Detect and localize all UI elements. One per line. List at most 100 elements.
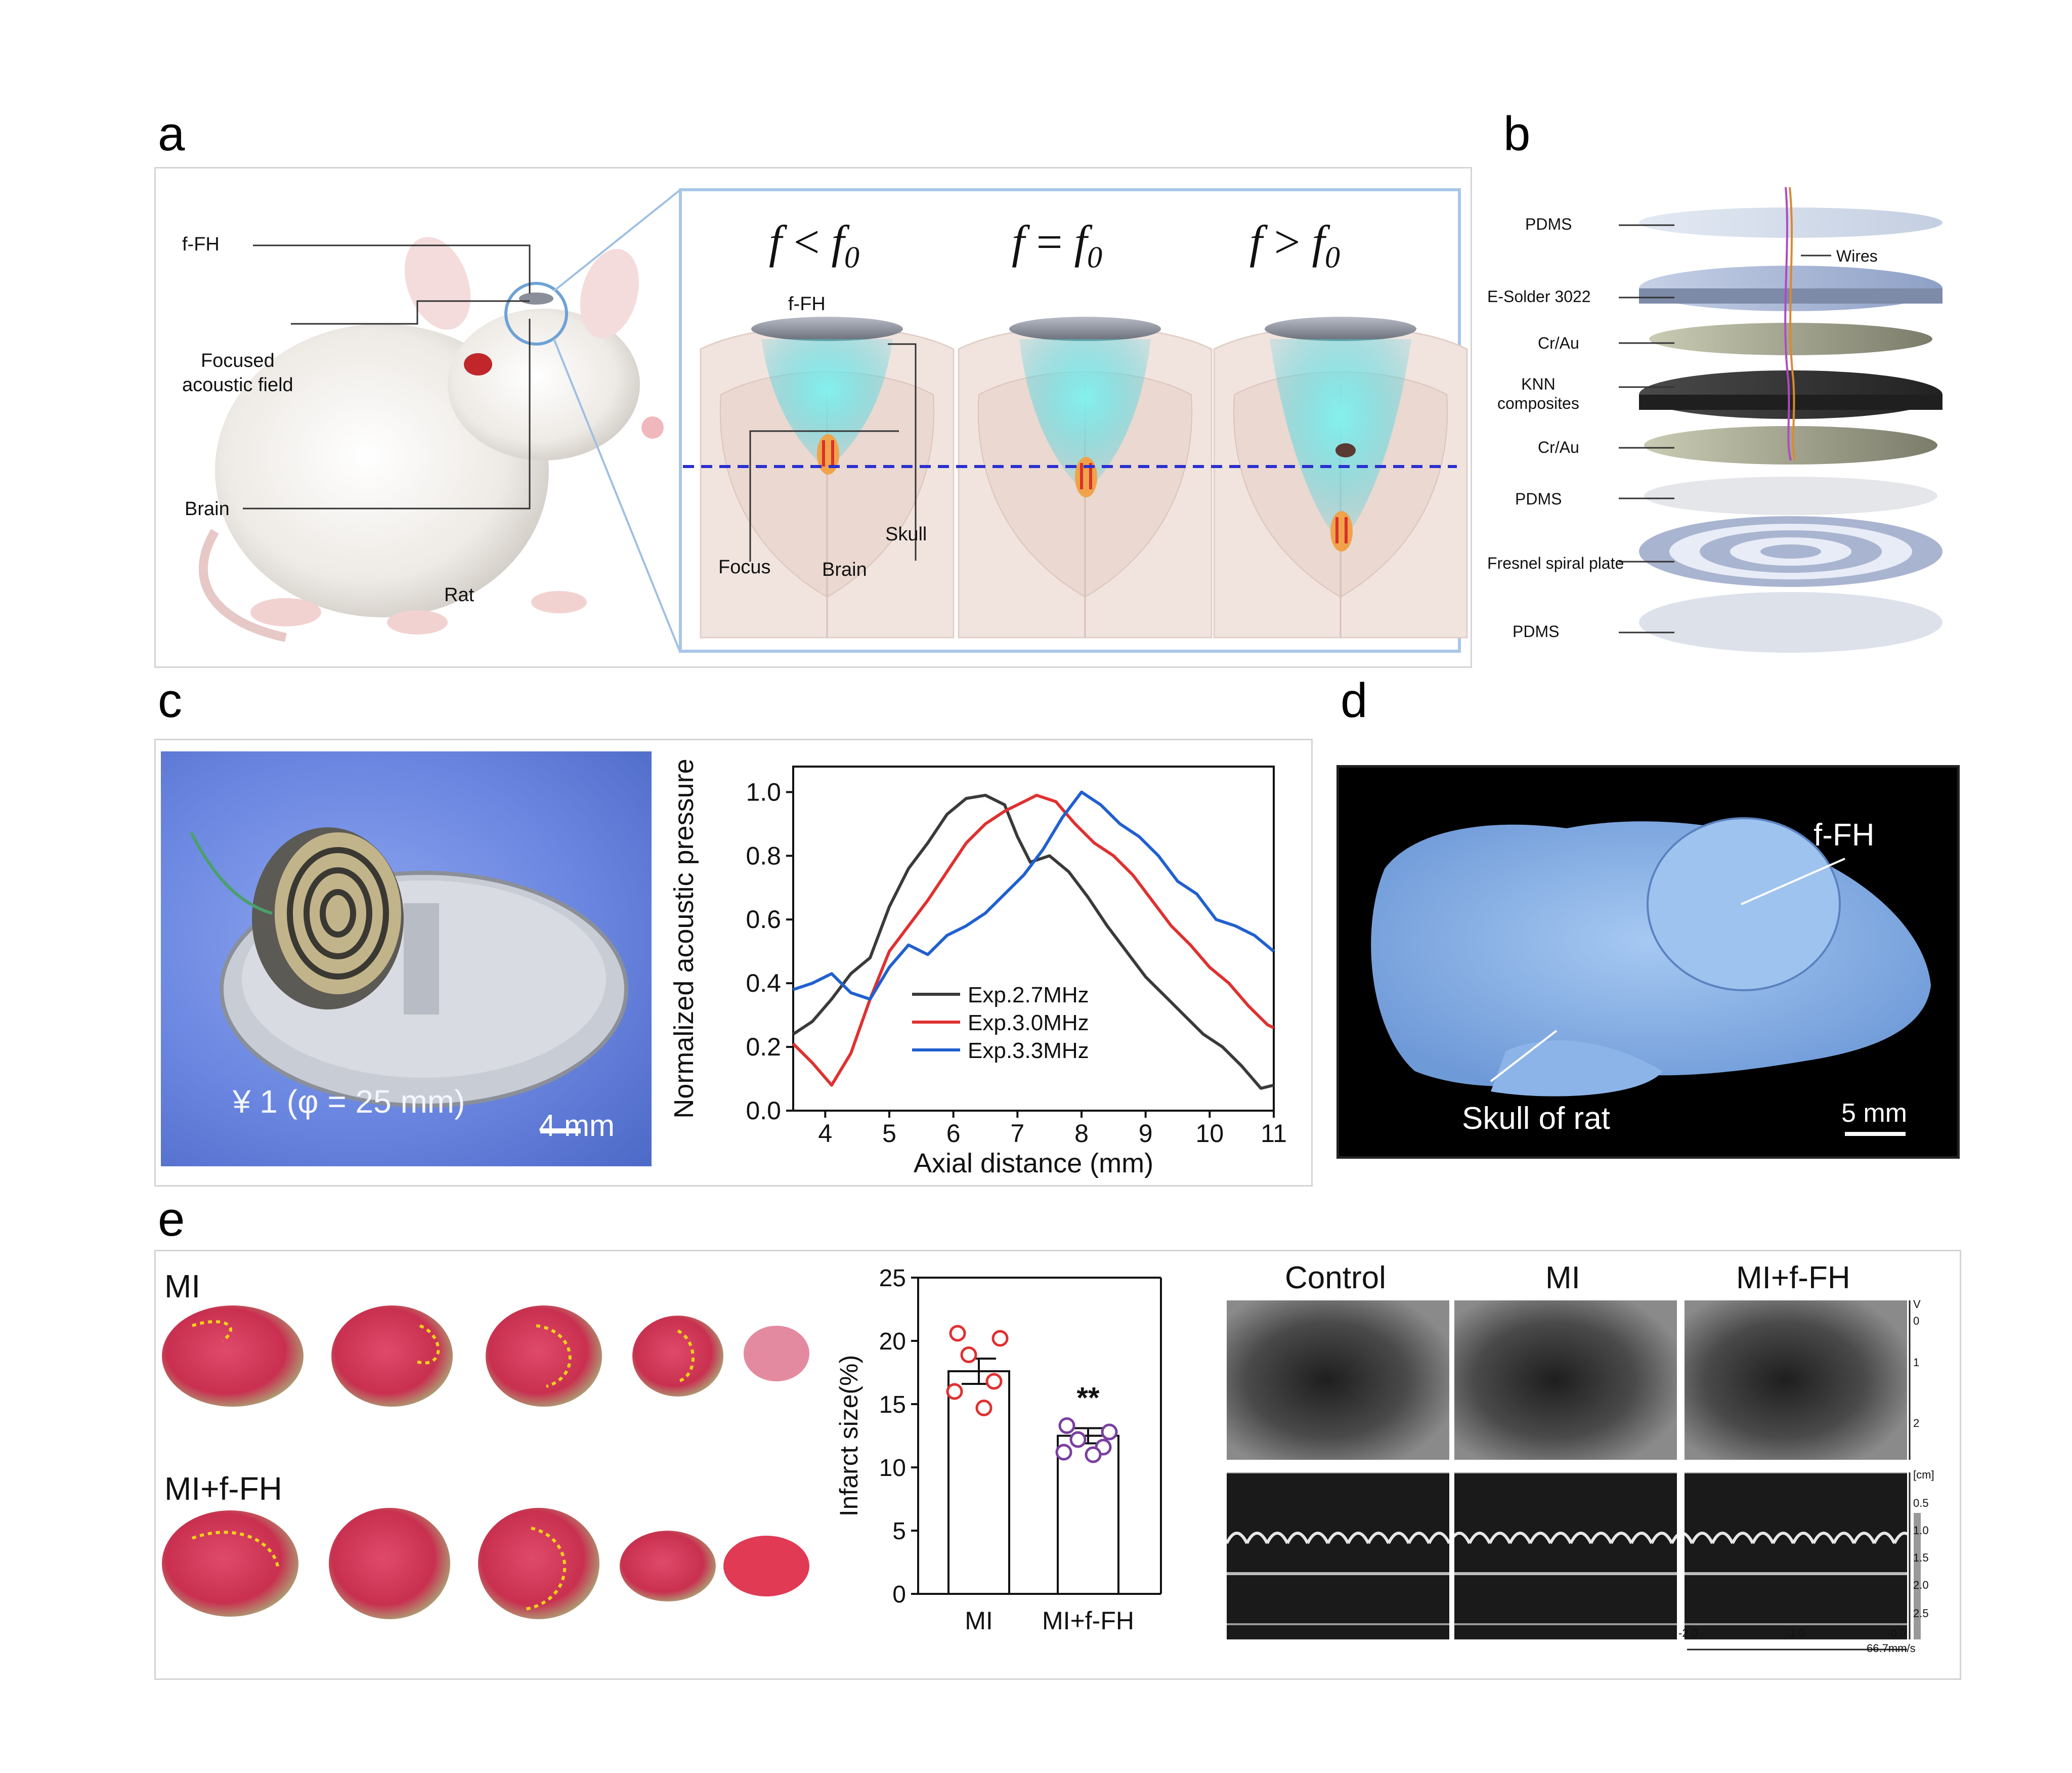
layer-label-pdms-bottom: PDMS (1513, 622, 1560, 641)
brain-section-2 (958, 317, 1213, 639)
layer-label-crau-1: Cr/Au (1538, 334, 1579, 352)
echo-mode-tick-3: 1.5 (1913, 1551, 1929, 1564)
x-tick-label: 9 (1139, 1119, 1153, 1148)
mi-slices (162, 1305, 809, 1407)
wires-label: Wires (1836, 247, 1878, 265)
y-tick-label: 10 (879, 1455, 906, 1482)
echo-mode-tick-1: 0.5 (1913, 1497, 1929, 1509)
panel-b-layer-stack (1619, 187, 1942, 653)
brain-section-1 (700, 317, 955, 639)
label-focused-acoustic-field: Focused acoustic field (182, 349, 293, 397)
data-point (1101, 1423, 1118, 1441)
y-axis-label: Normalized acoustic pressure (669, 758, 699, 1118)
series-line-0 (792, 793, 1274, 1090)
data-point (1055, 1444, 1072, 1461)
echo-title-mi-ffh: MI+f-FH (1736, 1260, 1850, 1295)
fresnel-spiral-plate (1639, 516, 1942, 587)
layer-label-e-solder: E-Solder 3022 (1487, 287, 1591, 306)
x-tick-label: 8 (1074, 1119, 1089, 1148)
layer-label-pdms-top: PDMS (1525, 215, 1572, 233)
rat-illustration (198, 237, 664, 642)
label-brain: Brain (185, 498, 230, 520)
label-focused-line2: acoustic field (182, 374, 293, 396)
layer-label-fresnel: Fresnel spiral plate (1487, 554, 1624, 572)
echo-images (1227, 1300, 1921, 1651)
echo-depth-tick-1: 1 (1913, 1356, 1920, 1369)
data-point (985, 1373, 1003, 1390)
echo-speed: 66.7mm/s (1867, 1642, 1916, 1655)
y-tick-label: 0 (892, 1581, 906, 1608)
data-point (991, 1330, 1009, 1347)
y-tick-label: 1.0 (746, 778, 781, 806)
echo-mode-tick-4: 2.0 (1913, 1579, 1929, 1591)
panel-label-d: d (1341, 673, 1368, 728)
echo-mode-tick-0: [cm] (1913, 1468, 1934, 1481)
series-line-1 (792, 793, 1275, 1087)
echo-title-control: Control (1285, 1260, 1386, 1295)
panel-label-c: c (158, 673, 182, 728)
x-axis-label: Axial distance (mm) (914, 1148, 1153, 1178)
inset-label-skull: Skull (885, 524, 927, 545)
label-ffh: f-FH (182, 234, 220, 255)
data-point (1058, 1417, 1075, 1434)
inset-label-focus: Focus (718, 557, 771, 578)
y-tick-label: 25 (879, 1265, 906, 1292)
x-tick-label: 5 (882, 1119, 896, 1148)
echo-time-tick-1: -1.0 (1786, 1627, 1805, 1639)
data-point (975, 1400, 992, 1416)
data-point (1085, 1446, 1102, 1463)
inset-label-brain: Brain (822, 559, 867, 580)
echo-time-tick-0: -2.0 (1678, 1627, 1698, 1639)
echo-depth-tick-0: 0 (1913, 1315, 1920, 1327)
y-tick-label: 0.8 (746, 841, 781, 870)
skull-ct-render (1336, 765, 1960, 1159)
y-tick-label: 0.4 (746, 969, 781, 997)
heart-slices (162, 1305, 809, 1619)
plot-frame (792, 766, 1275, 1112)
data-point (949, 1325, 966, 1342)
condition-f-equal-f0: f = f0 (1012, 216, 1103, 274)
skull-rendering (1371, 817, 1931, 1136)
y-tick-label: 15 (879, 1391, 906, 1418)
mi-ffh-slices (162, 1508, 809, 1619)
infarct-size-chart: 0 5 10 15 20 25 Infarct size(%) MI MI+f-FH ** (835, 1265, 1162, 1635)
y-tick-label: 5 (892, 1518, 906, 1545)
inset-label-ffh: f-FH (788, 293, 826, 315)
y-tick-label: 0.0 (746, 1096, 781, 1125)
ct-label-skull: Skull of rat (1462, 1101, 1610, 1136)
x-tick-label: MI+f-FH (1042, 1607, 1134, 1635)
echo-depth-tick-2: 2 (1913, 1417, 1920, 1429)
panel-label-e: e (158, 1192, 185, 1246)
label-focused-line1: Focused (200, 350, 275, 371)
bar-1 (1057, 1434, 1119, 1595)
acoustic-pressure-chart: 4 5 6 7 8 9 10 11 0.0 0.2 0.4 0.6 0.8 1.0 Axial distan… (669, 758, 1287, 1178)
photo-scale-bar-label: 4 mm (539, 1109, 615, 1143)
coin-caption: ¥ 1 (φ = 25 mm) (233, 1083, 465, 1120)
echo-time-tick-2: -0.0 (1887, 1627, 1906, 1639)
x-tick-label: MI (965, 1607, 993, 1635)
knn-line1: KNN (1521, 375, 1556, 393)
brain-section-3 (1213, 317, 1468, 639)
x-tick-label: 6 (946, 1119, 961, 1148)
legend-label-0: Exp.2.7MHz (968, 983, 1089, 1007)
ct-scale-bar-label: 5 mm (1841, 1099, 1907, 1128)
x-tick-label: 10 (1196, 1119, 1224, 1148)
y-tick-label: 20 (879, 1328, 906, 1355)
data-point (1069, 1431, 1087, 1448)
data-point (960, 1346, 977, 1363)
group-label-mi: MI (164, 1268, 201, 1304)
x-tick-label: 4 (818, 1119, 832, 1148)
x-tick-label: 7 (1010, 1119, 1024, 1148)
y-axis-label: Infarct size(%) (835, 1355, 863, 1517)
condition-f-greater-f0: f > f0 (1249, 216, 1341, 274)
ct-label-ffh: f-FH (1814, 818, 1875, 853)
coin-and-device (190, 827, 628, 1133)
panel-a-illustration (198, 188, 1468, 653)
x-tick-label: 11 (1261, 1119, 1287, 1148)
panel-label-b: b (1503, 107, 1531, 161)
y-tick-label: 0.2 (746, 1033, 781, 1061)
layer-label-crau-2: Cr/Au (1538, 438, 1579, 456)
echo-mode-tick-2: 1.0 (1913, 1524, 1929, 1537)
label-rat: Rat (444, 584, 474, 606)
series-line-2 (793, 790, 1275, 1001)
